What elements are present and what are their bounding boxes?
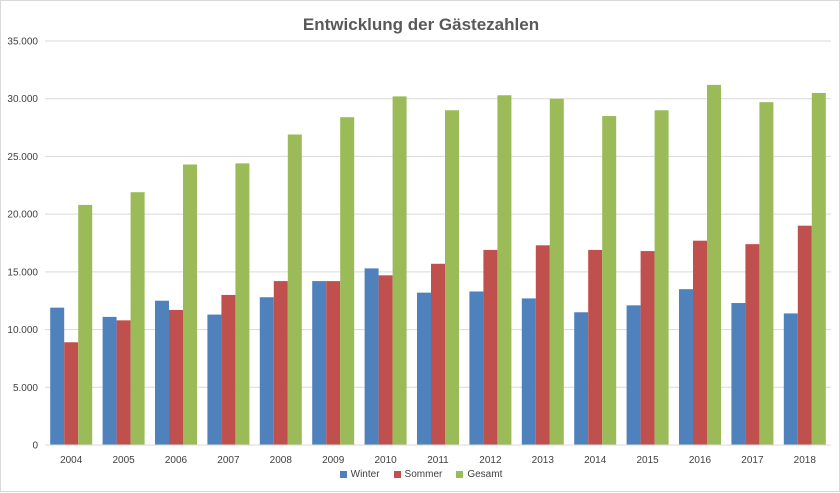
y-tick-label: 10.000	[7, 325, 38, 336]
x-tick-label: 2011	[427, 455, 449, 466]
bar-gesamt-2009	[340, 117, 355, 445]
x-tick-label: 2008	[270, 455, 293, 466]
bar-gesamt-2014	[602, 116, 617, 446]
chart-title: Entwicklung der Gästezahlen	[302, 15, 540, 34]
bar-sommer-2018	[797, 225, 812, 445]
legend-item-gesamt: Gesamt	[456, 469, 502, 480]
bar-gesamt-2017	[759, 102, 774, 446]
y-tick-label: 30.000	[7, 94, 38, 105]
bar-gesamt-2013	[549, 98, 564, 445]
bar-winter-2014	[574, 312, 589, 445]
x-tick-label: 2017	[741, 455, 764, 466]
bar-winter-2012	[469, 291, 484, 445]
x-tick-label: 2018	[794, 455, 817, 466]
bar-winter-2007	[207, 314, 222, 445]
bar-winter-2016	[679, 289, 693, 445]
legend-item-sommer: Sommer	[393, 469, 443, 480]
bar-gesamt-2016	[707, 84, 721, 445]
bar-gesamt-2008	[287, 134, 302, 446]
bar-gesamt-2006	[183, 164, 197, 445]
y-tick-label: 20.000	[7, 210, 38, 221]
bar-winter-2005	[102, 316, 117, 445]
y-tick-label: 25.000	[7, 152, 38, 163]
bar-gesamt-2010	[392, 96, 407, 446]
x-tick-label: 2013	[532, 455, 555, 466]
x-tick-label: 2007	[217, 455, 240, 466]
legend-label: Sommer	[404, 469, 443, 480]
y-tick-label: 5.000	[13, 383, 38, 394]
bar-sommer-2012	[483, 249, 498, 445]
bar-sommer-2008	[273, 281, 288, 445]
bar-sommer-2005	[116, 320, 131, 445]
bar-sommer-2004	[64, 342, 79, 445]
x-tick-label: 2014	[584, 455, 607, 466]
bar-sommer-2009	[326, 281, 341, 445]
bar-gesamt-2005	[130, 192, 145, 445]
bar-winter-2008	[259, 297, 274, 445]
bar-sommer-2006	[169, 309, 183, 445]
x-tick-label: 2015	[636, 455, 659, 466]
bar-winter-2013	[521, 298, 536, 445]
bar-gesamt-2012	[497, 95, 512, 445]
bar-sommer-2016	[693, 240, 707, 445]
bar-winter-2011	[417, 292, 431, 445]
x-tick-label: 2005	[112, 455, 135, 466]
bar-winter-2018	[783, 313, 798, 445]
bar-gesamt-2007	[235, 163, 250, 445]
bar-gesamt-2011	[445, 110, 459, 445]
bar-gesamt-2018	[811, 92, 826, 445]
bar-sommer-2015	[640, 251, 655, 445]
x-tick-label: 2004	[60, 455, 83, 466]
bar-winter-2017	[731, 303, 746, 445]
bar-winter-2009	[312, 281, 327, 445]
legend-label: Gesamt	[467, 469, 503, 480]
legend-item-winter: Winter	[339, 469, 380, 480]
legend-swatch	[456, 471, 464, 478]
y-tick-label: 0	[32, 441, 38, 452]
y-tick-label: 35.000	[7, 37, 38, 48]
x-tick-label: 2010	[374, 455, 397, 466]
bar-sommer-2010	[378, 275, 393, 445]
bar-gesamt-2004	[78, 204, 93, 445]
x-tick-label: 2009	[322, 455, 345, 466]
bar-sommer-2014	[588, 249, 603, 445]
bar-winter-2015	[626, 305, 641, 445]
bar-sommer-2007	[221, 294, 236, 445]
x-tick-label: 2012	[479, 455, 502, 466]
bar-gesamt-2015	[654, 110, 669, 445]
legend-label: Winter	[350, 469, 380, 480]
bar-sommer-2011	[431, 263, 445, 445]
x-tick-label: 2006	[165, 455, 188, 466]
bar-winter-2010	[364, 268, 379, 445]
legend-swatch	[393, 471, 401, 478]
legend-swatch	[339, 471, 347, 478]
bar-sommer-2017	[745, 244, 760, 445]
x-tick-label: 2016	[689, 455, 712, 466]
chart-legend: Winter Sommer Gesamt	[1, 469, 840, 480]
bar-winter-2004	[50, 307, 65, 445]
bar-winter-2006	[155, 300, 169, 445]
y-tick-label: 15.000	[7, 267, 38, 278]
bar-sommer-2013	[535, 245, 550, 445]
